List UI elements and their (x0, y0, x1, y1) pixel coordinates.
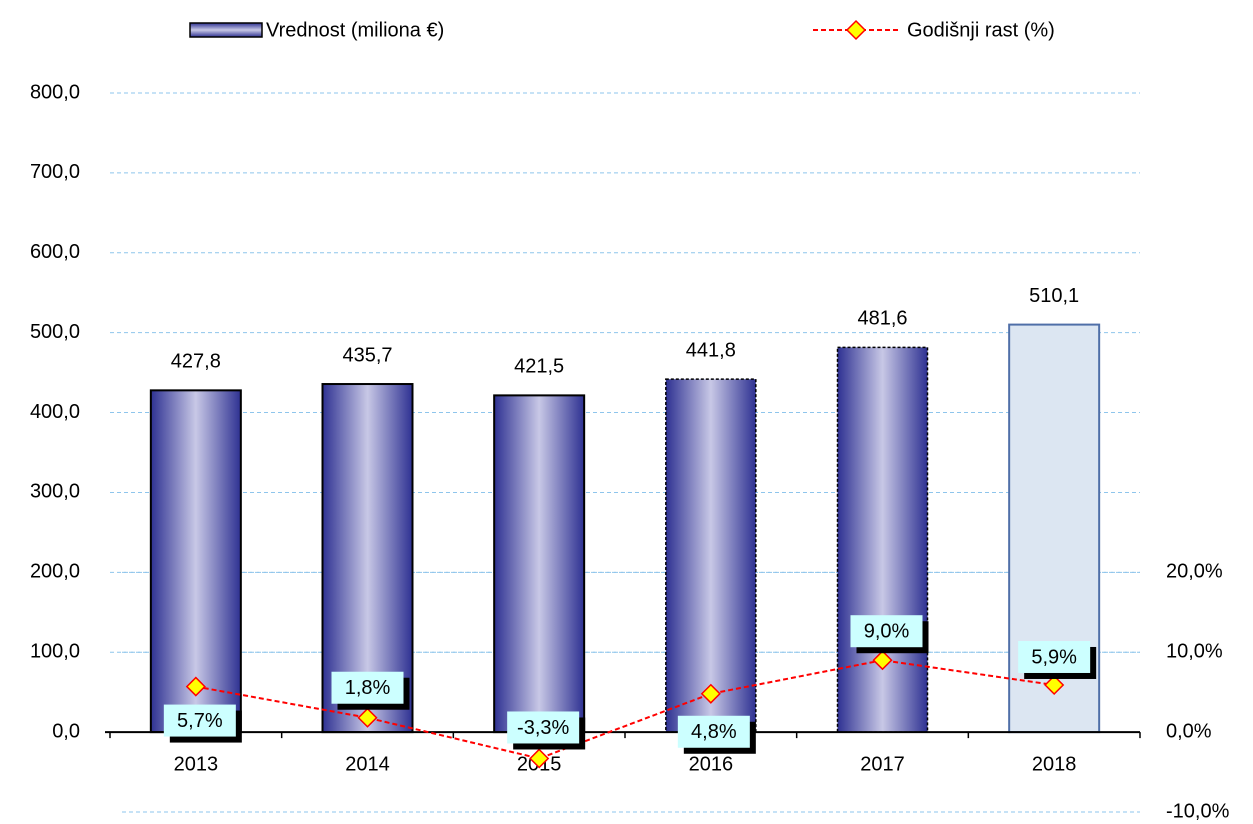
y2-tick-label: -10,0% (1166, 800, 1230, 822)
line-value-label: 4,8% (691, 721, 737, 743)
x-tick-label: 2013 (174, 753, 219, 775)
y-tick-label: 100,0 (30, 641, 80, 663)
y2-tick-label: 20,0% (1166, 561, 1223, 583)
line-value-label: 9,0% (864, 620, 910, 642)
bar-value-label: 421,5 (514, 356, 564, 378)
y2-tick-label: 10,0% (1166, 641, 1223, 663)
x-tick-label: 2014 (345, 753, 390, 775)
line-value-label: -3,3% (517, 717, 569, 739)
line-value-label: 1,8% (345, 677, 391, 699)
legend-label: Vrednost (miliona €) (266, 19, 444, 41)
label-box (850, 615, 923, 648)
label-box (331, 671, 404, 704)
x-tick-label: 2017 (860, 753, 905, 775)
x-tick-label: 2018 (1032, 753, 1077, 775)
y-tick-label: 200,0 (30, 561, 80, 583)
legend-label: Godišnji rast (%) (907, 19, 1055, 41)
legend-swatch (189, 22, 263, 38)
x-tick-label: 2016 (689, 753, 734, 775)
bar-value-label: 441,8 (686, 339, 736, 361)
line-marker (185, 676, 206, 697)
y-tick-label: 800,0 (30, 81, 80, 103)
line-marker (529, 748, 550, 769)
bar (149, 389, 242, 734)
y-tick-label: 400,0 (30, 401, 80, 423)
label-box (677, 715, 750, 748)
line-value-label: 5,7% (177, 710, 223, 732)
label-box (507, 711, 580, 744)
line (195, 659, 1055, 760)
y-tick-label: 0,0 (52, 720, 80, 742)
bar-value-label: 435,7 (342, 344, 392, 366)
y-tick-label: 600,0 (30, 241, 80, 263)
line-value-label: 5,9% (1031, 646, 1077, 668)
y2-tick-label: 0,0% (1166, 720, 1212, 742)
line-marker (872, 650, 893, 671)
label-box (163, 704, 236, 737)
bar-value-label: 427,8 (171, 351, 221, 373)
label-box (1018, 640, 1091, 673)
bar (493, 394, 586, 734)
y-tick-label: 500,0 (30, 321, 80, 343)
line-marker (357, 707, 378, 728)
legend-marker (845, 19, 867, 41)
y-tick-label: 700,0 (30, 161, 80, 183)
line-marker (700, 683, 721, 704)
line-marker (1044, 674, 1065, 696)
bar-value-label: 481,6 (857, 308, 907, 330)
bar (665, 378, 757, 733)
bar-value-label: 510,1 (1029, 285, 1079, 307)
bar (836, 346, 929, 733)
y-tick-label: 300,0 (30, 481, 80, 503)
